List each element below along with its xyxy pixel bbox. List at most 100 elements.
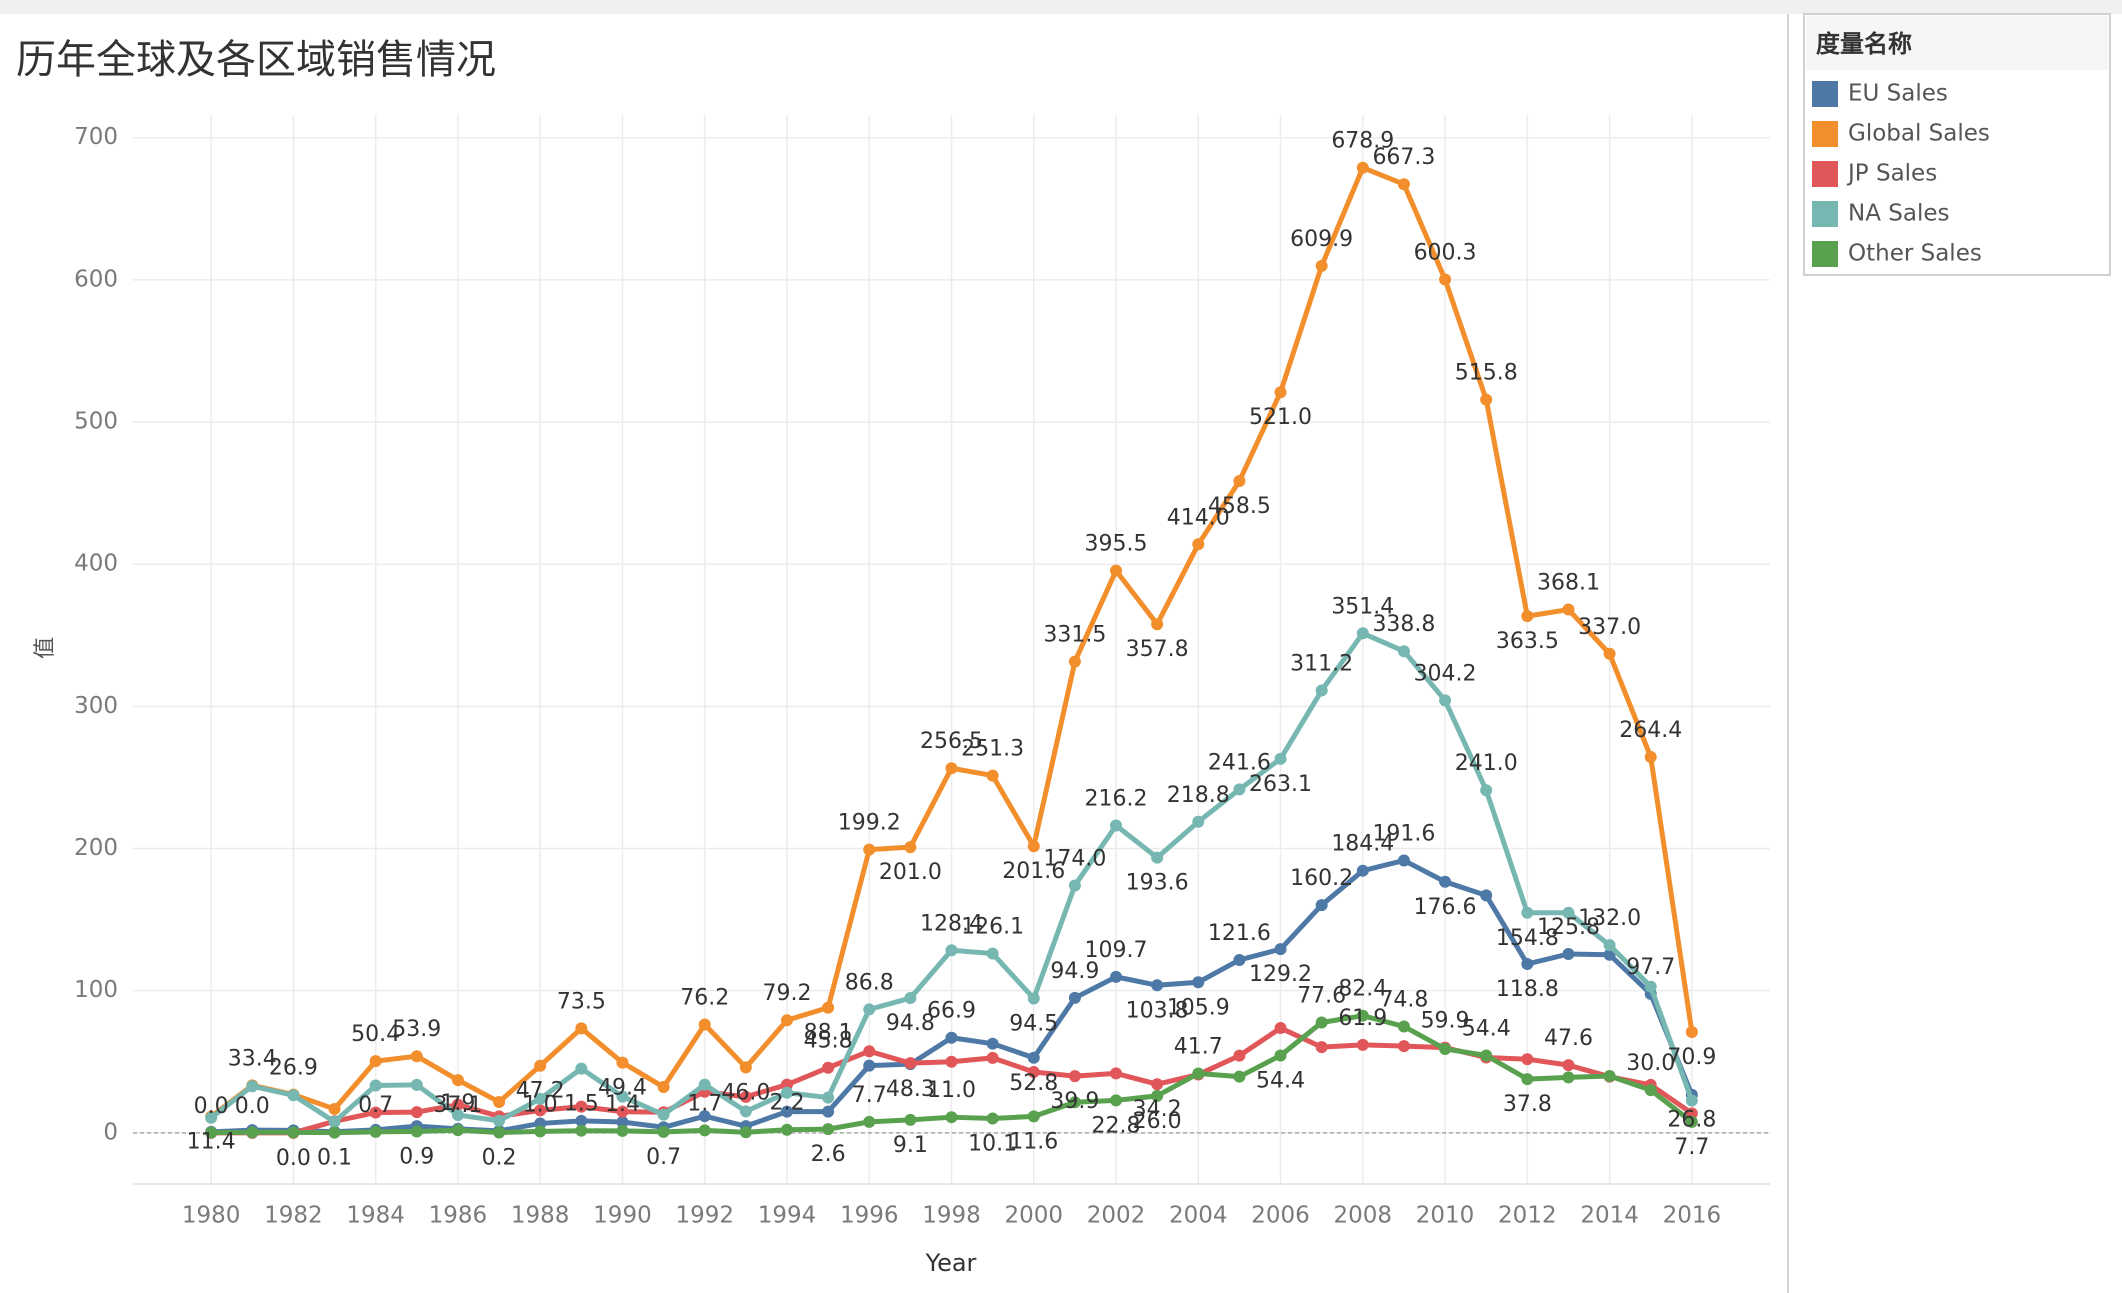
- data-label: 76.2: [680, 986, 729, 1011]
- data-label: 77.6: [1297, 984, 1346, 1009]
- data-point: [1151, 1089, 1164, 1102]
- data-point: [1521, 610, 1534, 623]
- data-point: [1315, 899, 1328, 912]
- data-label: 94.9: [1050, 959, 1099, 984]
- data-point: [1027, 840, 1040, 853]
- data-point: [698, 1124, 711, 1137]
- data-label: 82.4: [1338, 977, 1387, 1002]
- x-tick-label: 2008: [1334, 1203, 1393, 1229]
- data-label: 59.9: [1421, 1009, 1470, 1034]
- y-tick-label: 400: [74, 551, 118, 577]
- data-point: [493, 1114, 506, 1127]
- x-tick-label: 1988: [511, 1203, 570, 1229]
- data-label: 34.2: [1133, 1097, 1182, 1122]
- data-point: [1685, 1107, 1698, 1120]
- x-tick-label: 2016: [1663, 1203, 1722, 1229]
- data-label: 48.3: [886, 1077, 935, 1102]
- data-point: [616, 1124, 629, 1137]
- data-point: [1233, 475, 1246, 488]
- data-point: [1027, 992, 1040, 1005]
- legend-label: JP Sales: [1846, 161, 1937, 187]
- data-point: [822, 1001, 835, 1014]
- data-point: [616, 1090, 629, 1103]
- data-label: 37.8: [1503, 1092, 1552, 1117]
- data-point: [369, 1125, 382, 1138]
- data-point: [1644, 1084, 1657, 1097]
- legend-header: [1806, 16, 2108, 70]
- data-point: [863, 1045, 876, 1058]
- data-label: 47.2: [516, 1079, 565, 1104]
- legend-swatch: [1812, 121, 1838, 147]
- x-axis-label: Year: [925, 1249, 977, 1277]
- data-point: [1192, 1067, 1205, 1080]
- data-label: 160.2: [1290, 866, 1353, 891]
- data-point: [698, 1110, 711, 1123]
- data-point: [1480, 784, 1493, 797]
- data-point: [246, 1080, 259, 1093]
- data-point: [1068, 879, 1081, 892]
- data-point: [780, 1123, 793, 1136]
- data-point: [1685, 1026, 1698, 1039]
- data-label: 199.2: [838, 811, 901, 836]
- data-point: [1562, 1059, 1575, 1072]
- data-point: [410, 1106, 423, 1119]
- data-point: [1685, 1094, 1698, 1107]
- data-label: 1.0: [523, 1092, 558, 1117]
- data-label: 61.9: [1338, 1006, 1387, 1031]
- data-point: [986, 1112, 999, 1125]
- data-point: [534, 1104, 547, 1117]
- legend-swatch: [1812, 201, 1838, 227]
- data-point: [410, 1125, 423, 1138]
- legend-label: Global Sales: [1848, 121, 1990, 147]
- y-tick-label: 0: [103, 1119, 118, 1145]
- y-tick-label: 500: [74, 409, 118, 435]
- x-tick-label: 2010: [1416, 1203, 1475, 1229]
- data-label: 1.4: [605, 1092, 640, 1117]
- data-label: 263.1: [1249, 772, 1312, 797]
- data-label: 331.5: [1043, 623, 1106, 648]
- data-label: 30.0: [1626, 1051, 1675, 1076]
- data-point: [1027, 1065, 1040, 1078]
- data-point: [904, 841, 917, 854]
- x-tick-label: 2000: [1004, 1203, 1063, 1229]
- data-label: 105.9: [1167, 995, 1230, 1020]
- data-point: [822, 1105, 835, 1118]
- data-point: [945, 1055, 958, 1068]
- y-tick-label: 300: [74, 693, 118, 719]
- x-tick-label: 1990: [593, 1203, 652, 1229]
- data-point: [904, 1057, 917, 1070]
- data-label: 201.0: [879, 860, 942, 885]
- data-point: [1068, 655, 1081, 668]
- data-label: 174.0: [1043, 846, 1106, 871]
- data-point: [1603, 939, 1616, 952]
- data-point: [328, 1102, 341, 1115]
- data-label: 154.8: [1496, 926, 1559, 951]
- data-point: [1356, 1038, 1369, 1051]
- data-label: 7.7: [1674, 1135, 1709, 1160]
- x-tick-label: 1994: [758, 1203, 817, 1229]
- data-label: 45.8: [804, 1029, 853, 1054]
- data-point: [698, 1018, 711, 1031]
- data-point: [451, 1124, 464, 1137]
- data-label: 357.8: [1126, 637, 1189, 662]
- data-point: [698, 1078, 711, 1091]
- data-point: [780, 1014, 793, 1027]
- x-tick-label: 2006: [1251, 1203, 1310, 1229]
- data-point: [1439, 875, 1452, 888]
- data-point: [1274, 386, 1287, 399]
- data-label: 10.1: [968, 1131, 1017, 1156]
- data-point: [739, 1105, 752, 1118]
- data-point: [1521, 906, 1534, 919]
- data-point: [1315, 1016, 1328, 1029]
- data-point: [863, 1059, 876, 1072]
- data-point: [1233, 953, 1246, 966]
- x-tick-label: 1984: [346, 1203, 405, 1229]
- legend-swatch: [1812, 161, 1838, 187]
- legend-label: NA Sales: [1848, 201, 1949, 227]
- data-label: 128.4: [920, 911, 983, 936]
- data-point: [1397, 178, 1410, 191]
- data-point: [493, 1126, 506, 1139]
- data-label: 70.9: [1667, 1045, 1716, 1070]
- data-point: [1644, 980, 1657, 993]
